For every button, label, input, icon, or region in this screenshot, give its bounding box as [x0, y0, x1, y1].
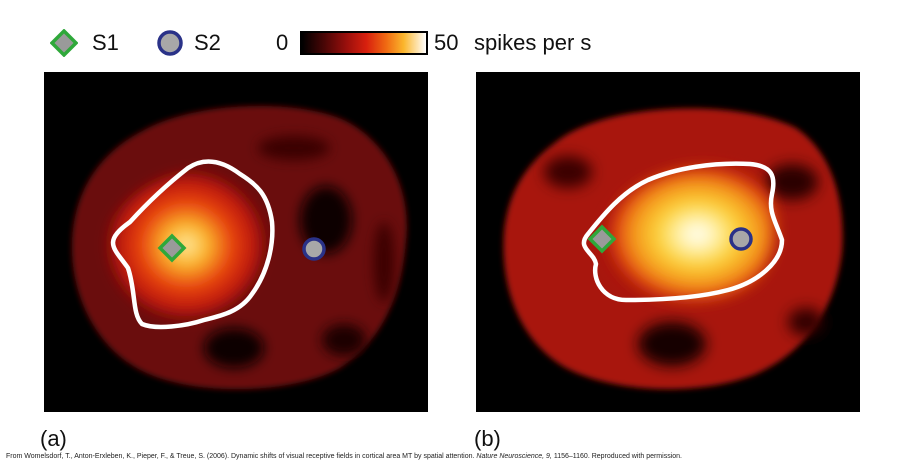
s2-label: S2	[194, 30, 221, 55]
citation: From Womelsdorf, T., Anton-Erxleben, K.,…	[6, 452, 682, 461]
s2-circle-icon	[157, 30, 183, 56]
s1-marker-a	[157, 233, 187, 263]
s2-marker-a	[302, 237, 326, 261]
citation-prefix: From Womelsdorf, T., Anton-Erxleben, K.,…	[6, 453, 475, 460]
s1-diamond-icon	[50, 29, 78, 57]
panel-label-b: (b)	[474, 426, 501, 451]
colorbar	[300, 31, 428, 55]
colorbar-max-label: 50	[434, 30, 459, 55]
legend: S1 S2 0 50 spikes per s	[0, 0, 906, 70]
s1-label: S1	[92, 30, 119, 55]
panel-label-a: (a)	[40, 426, 67, 451]
s1-marker-b	[587, 224, 617, 254]
citation-journal: Nature Neuroscience, 9,	[476, 453, 552, 460]
heatmap-b-svg	[503, 108, 843, 390]
heatmap-panel-a	[44, 72, 428, 412]
heatmap-a-svg	[71, 105, 407, 390]
colorbar-unit-label: spikes per s	[474, 30, 592, 55]
heatmap-panel-b	[476, 72, 860, 412]
citation-suffix: 1156–1160. Reproduced with permission.	[553, 453, 682, 460]
colorbar-min-label: 0	[276, 30, 289, 55]
s2-marker-b	[729, 227, 753, 251]
